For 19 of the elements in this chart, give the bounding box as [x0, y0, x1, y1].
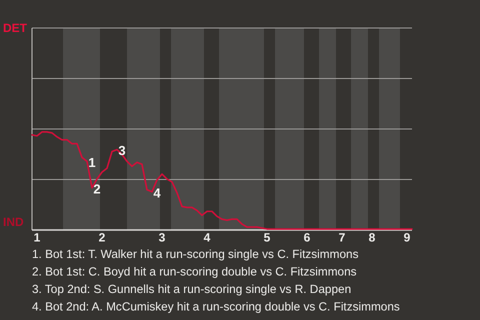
- annotation: 1: [88, 154, 96, 170]
- text: IND: [3, 215, 24, 230]
- annotation: 2: [93, 181, 101, 196]
- x-tick-label: 8: [368, 230, 376, 245]
- x-tick-label: 9: [404, 230, 411, 245]
- x-tick-label: 3: [158, 230, 166, 245]
- x-tick-label: 4: [204, 230, 211, 245]
- text: DET: [3, 21, 28, 36]
- annotation: 4: [153, 185, 162, 200]
- x-tick-label: 7: [338, 230, 346, 245]
- x-tick-label: 5: [264, 230, 271, 245]
- x-tick-label: 6: [304, 230, 311, 245]
- text: 4. Bot 2nd: A. McCumiskey hit a run-scoring double vs C. Fitzsimmons: [32, 300, 400, 314]
- text: 1. Bot 1st: T. Walker hit a run-scoring single vs C. Fitzsimmons: [32, 247, 359, 261]
- annotation: 3: [118, 143, 126, 158]
- text: 2. Bot 1st: C. Boyd hit a run-scoring double vs C. Fitzsimmons: [32, 264, 357, 278]
- x-tick-label: 1: [34, 230, 41, 245]
- text: 3. Top 2nd: S. Gunnells hit a run-scoring single vs R. Dappen: [32, 282, 352, 296]
- x-tick-label: 2: [98, 230, 106, 245]
